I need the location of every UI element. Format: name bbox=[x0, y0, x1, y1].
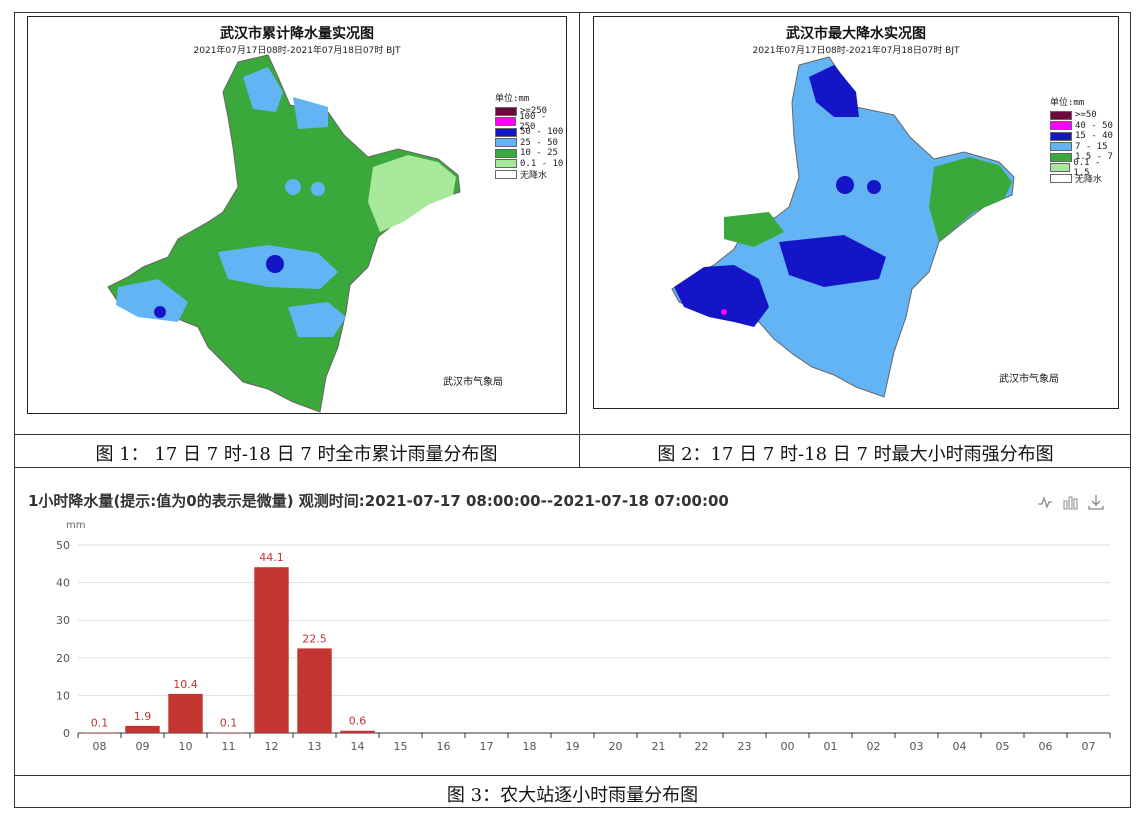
legend-swatch bbox=[1050, 110, 1072, 120]
legend-item: 无降水 bbox=[495, 169, 566, 181]
legend-item: 0.1 - 1.5 bbox=[1050, 158, 1118, 178]
legend-item: 7 - 15 bbox=[1050, 142, 1118, 153]
legend-swatch bbox=[1050, 163, 1071, 173]
legend-swatch bbox=[495, 138, 517, 148]
map1-shape bbox=[107, 54, 461, 413]
map1-agency: 武汉市气象局 bbox=[443, 377, 503, 388]
legend-label: 100 - 250 bbox=[519, 111, 547, 132]
legend-item: 0.1 - 10 bbox=[495, 159, 566, 170]
legend-label: >=50 bbox=[1075, 110, 1097, 121]
legend-label: 1.5 - 7 bbox=[1075, 152, 1113, 163]
legend-item: 50 - 100 bbox=[495, 127, 566, 138]
legend-swatch bbox=[495, 117, 517, 127]
map2-title: 武汉市最大降水实况图 bbox=[786, 26, 926, 42]
legend-item: 25 - 50 bbox=[495, 138, 566, 149]
legend-item: 无降水 bbox=[1050, 173, 1118, 185]
legend-label: 7 - 15 bbox=[1075, 141, 1108, 152]
legend-item: >=50 bbox=[1050, 110, 1118, 121]
legend-swatch bbox=[1050, 142, 1072, 152]
legend-item: 40 - 50 bbox=[1050, 121, 1118, 132]
legend-label: 15 - 40 bbox=[1075, 131, 1113, 142]
legend-item: 10 - 25 bbox=[495, 148, 566, 159]
map2-legend-unit: 单位:mm bbox=[1050, 98, 1085, 108]
section-divider bbox=[14, 467, 1131, 468]
caption-divider-top bbox=[14, 434, 1131, 435]
map2-subtitle: 2021年07月17日08时-2021年07月18日07时 BJT bbox=[752, 46, 960, 56]
legend-swatch bbox=[495, 148, 517, 158]
map1-legend-unit: 单位:mm bbox=[495, 94, 530, 104]
max-rain-map: 武汉市最大降水实况图 2021年07月17日08时-2021年07月18日07时… bbox=[593, 16, 1119, 409]
legend-swatch bbox=[1050, 131, 1072, 141]
legend-item: >=250 bbox=[495, 106, 566, 117]
legend-label: >=250 bbox=[520, 106, 548, 117]
legend-item: 100 - 250 bbox=[495, 112, 566, 132]
download-icon[interactable] bbox=[1088, 494, 1104, 510]
legend-label: 40 - 50 bbox=[1075, 120, 1113, 131]
panel-divider bbox=[579, 12, 580, 467]
legend-label: 10 - 25 bbox=[520, 148, 558, 159]
map1-title: 武汉市累计降水量实况图 bbox=[220, 26, 374, 42]
legend-item: 1.5 - 7 bbox=[1050, 152, 1118, 163]
legend-swatch bbox=[495, 127, 517, 137]
legend-swatch bbox=[495, 159, 517, 169]
map1-legend: 单位:mm >=250 100 - 250 50 - 100 25 - 50 10 - … bbox=[495, 91, 566, 181]
caption-divider-bottom bbox=[14, 775, 1131, 776]
legend-swatch bbox=[1050, 152, 1072, 162]
bar-chart-icon[interactable] bbox=[1062, 494, 1078, 510]
figure-frame bbox=[14, 12, 1131, 808]
cumulative-rain-map: 武汉市累计降水量实况图 2021年07月17日08时-2021年07月18日07… bbox=[27, 16, 567, 414]
map2-legend: 单位:mm >=50 40 - 50 15 - 40 7 - 15 1.5 - 7 0.1… bbox=[1050, 95, 1118, 185]
line-chart-icon[interactable] bbox=[1037, 494, 1053, 510]
map2-agency: 武汉市气象局 bbox=[999, 374, 1059, 385]
legend-label: 25 - 50 bbox=[520, 137, 558, 148]
chart-title: 1小时降水量(提示:值为0的表示是微量) 观测时间:2021-07-17 08:… bbox=[28, 492, 729, 510]
legend-label: 无降水 bbox=[1075, 174, 1103, 185]
figure2-caption: 图 2：17 日 7 时-18 日 7 时最大小时雨强分布图 bbox=[657, 444, 1054, 465]
legend-swatch bbox=[495, 106, 517, 116]
legend-label: 0.1 - 1.5 bbox=[1073, 157, 1101, 178]
legend-swatch bbox=[1050, 121, 1072, 131]
map2-shape bbox=[671, 56, 1015, 398]
map1-subtitle: 2021年07月17日08时-2021年07月18日07时 BJT bbox=[193, 46, 401, 56]
legend-label: 50 - 100 bbox=[520, 127, 564, 138]
legend-label: 0.1 - 10 bbox=[520, 158, 564, 169]
legend-label: 无降水 bbox=[520, 170, 548, 181]
legend-swatch bbox=[495, 169, 517, 179]
figure1-caption: 图 1： 17 日 7 时-18 日 7 时全市累计雨量分布图 bbox=[95, 444, 498, 465]
legend-item: 15 - 40 bbox=[1050, 131, 1118, 142]
figure3-caption: 图 3：农大站逐小时雨量分布图 bbox=[446, 785, 699, 806]
legend-swatch bbox=[1050, 173, 1072, 183]
